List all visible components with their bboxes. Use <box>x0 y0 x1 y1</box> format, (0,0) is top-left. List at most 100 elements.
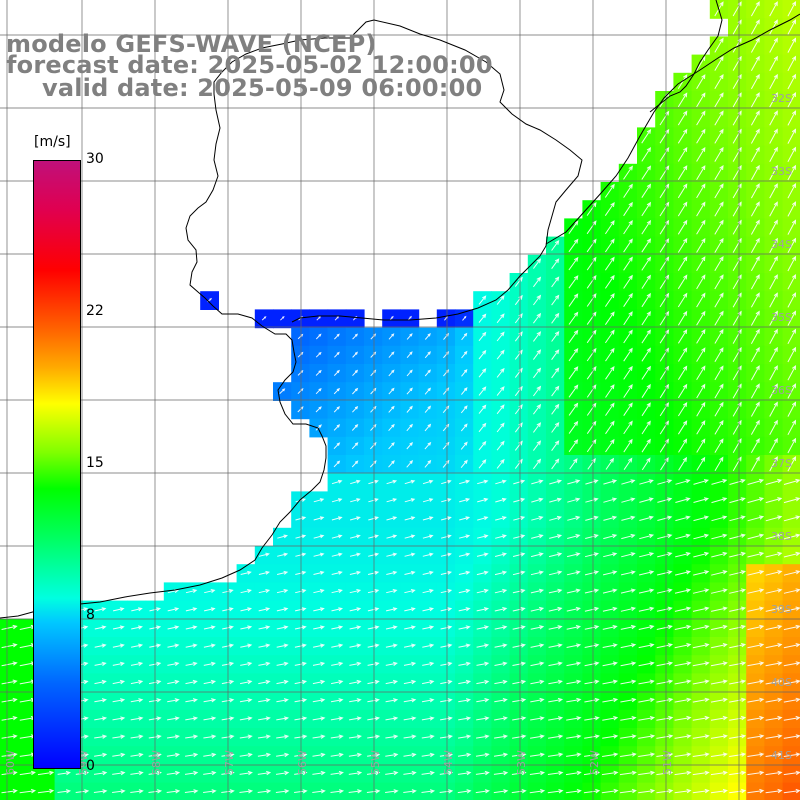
wind-vector <box>294 679 308 685</box>
wind-vector <box>674 606 692 612</box>
wind-vector <box>711 479 728 485</box>
wind-vector <box>787 128 797 144</box>
wind-vector <box>221 789 235 794</box>
wind-vector <box>783 497 800 504</box>
wind-vector <box>313 534 325 539</box>
wind-vector <box>674 770 692 776</box>
wind-vector <box>1 716 18 721</box>
wind-vector <box>496 349 505 360</box>
wind-vector <box>548 606 563 612</box>
wind-vector <box>710 697 728 703</box>
wind-vector <box>549 497 563 503</box>
wind-vector <box>551 312 560 324</box>
wind-vector <box>620 588 636 594</box>
wind-vector <box>750 1 760 17</box>
wind-vector <box>280 315 285 321</box>
wind-vector <box>678 456 688 471</box>
wind-vector <box>769 237 778 253</box>
wind-vector <box>276 716 290 721</box>
wind-vector <box>532 403 542 415</box>
wind-vector <box>677 420 688 435</box>
wind-vector <box>404 589 416 594</box>
wind-vector <box>621 515 636 521</box>
wind-vector <box>714 420 724 435</box>
wind-vector <box>478 422 487 433</box>
wind-vector <box>422 498 434 503</box>
wind-vector <box>566 588 581 594</box>
wind-vector <box>747 643 765 649</box>
wind-vector <box>349 716 362 721</box>
wind-vector <box>710 734 728 739</box>
wind-vector <box>513 497 526 503</box>
wind-vector <box>677 110 688 126</box>
wind-vector <box>565 770 582 776</box>
wind-vector <box>366 770 381 776</box>
wind-vector <box>512 607 526 612</box>
wind-vector <box>294 607 307 612</box>
longitude-label: 51W <box>661 750 674 775</box>
latitude-label: 37S <box>771 457 792 470</box>
wind-vector <box>333 369 340 376</box>
wind-vector <box>312 752 326 758</box>
wind-vector <box>261 316 267 321</box>
wind-vector <box>424 459 432 468</box>
wind-vector <box>406 441 413 450</box>
wind-vector <box>258 589 271 594</box>
wind-vector <box>404 625 416 630</box>
wind-vector <box>787 255 797 272</box>
wind-vector <box>787 164 797 181</box>
wind-vector <box>787 292 797 308</box>
wind-vector <box>313 516 325 521</box>
wind-vector <box>714 146 724 162</box>
wind-vector <box>349 589 362 594</box>
wind-vector <box>203 734 217 739</box>
wind-vector <box>532 258 542 269</box>
wind-vector <box>548 697 564 703</box>
wind-vector <box>620 570 636 576</box>
wind-vector <box>167 679 180 685</box>
wind-vector <box>130 734 144 739</box>
wind-vector <box>604 256 615 271</box>
wind-vector <box>696 292 706 308</box>
wind-vector <box>531 479 544 485</box>
wind-vector <box>203 716 217 721</box>
wind-vector <box>585 479 599 485</box>
wind-vector <box>331 479 343 485</box>
wind-vector <box>461 369 468 377</box>
wind-vector <box>710 588 728 594</box>
wind-vector <box>783 478 800 485</box>
wind-vector <box>221 661 235 666</box>
wind-vector <box>404 516 416 521</box>
wind-vector <box>316 315 322 321</box>
wind-vector <box>750 292 760 308</box>
wind-vector <box>696 329 706 344</box>
wind-vector <box>656 624 673 630</box>
wind-vector <box>331 498 343 503</box>
wind-vector <box>603 515 618 521</box>
wind-vector <box>276 607 289 612</box>
wind-vector <box>548 625 563 630</box>
wind-vector <box>532 440 542 451</box>
wind-vector <box>494 679 508 685</box>
wind-vector <box>674 697 692 703</box>
wind-vector <box>769 146 778 162</box>
wind-vector <box>388 387 395 395</box>
wind-vector <box>312 716 326 721</box>
wind-vector <box>710 606 728 612</box>
wind-vector <box>477 497 489 503</box>
wind-vector <box>275 770 290 776</box>
wind-vector <box>496 331 505 342</box>
wind-vector <box>604 220 615 235</box>
wind-vector <box>623 457 633 470</box>
wind-vector <box>478 331 487 342</box>
wind-vector <box>403 734 417 739</box>
wind-vector <box>388 351 395 358</box>
wind-vector <box>747 478 765 485</box>
wind-vector <box>605 420 615 435</box>
wind-vector <box>729 697 747 703</box>
wind-vector <box>476 588 489 594</box>
wind-vector <box>714 347 724 362</box>
wind-vector <box>440 716 453 721</box>
wind-vector <box>404 498 416 503</box>
wind-vector <box>747 770 765 776</box>
